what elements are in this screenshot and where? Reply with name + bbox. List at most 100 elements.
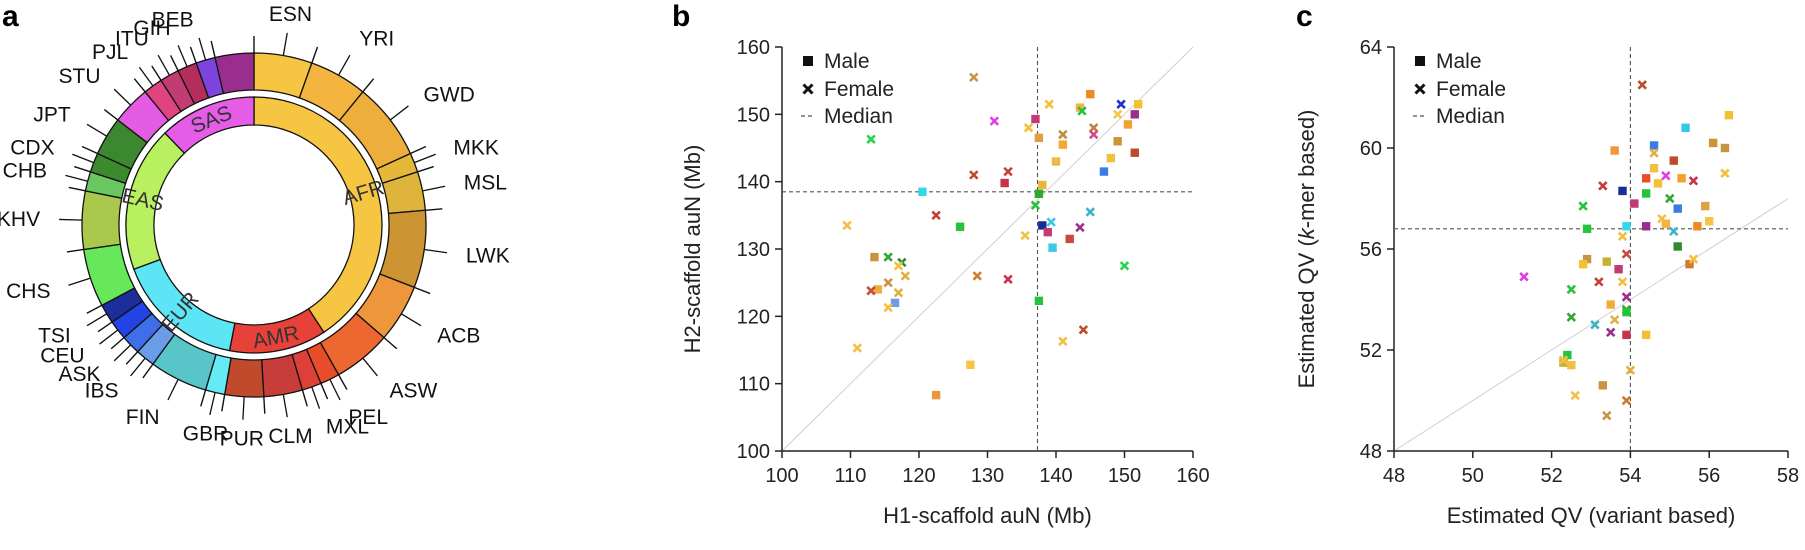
data-point-female	[1621, 249, 1632, 259]
segment-tick	[320, 383, 329, 400]
data-point-female	[1637, 80, 1647, 90]
data-point-female	[1598, 181, 1608, 191]
data-point-male	[1673, 242, 1682, 251]
data-point-female	[1112, 109, 1123, 120]
population-label-ceu: CEU	[40, 345, 84, 368]
y-axis-title-part: k	[1294, 227, 1319, 239]
legend-female-label: Female	[824, 78, 894, 101]
data-point-male	[1649, 164, 1659, 173]
data-point-female	[893, 288, 904, 298]
data-point-male	[1106, 153, 1115, 163]
segment-tick	[417, 165, 434, 173]
x-axis-title: H1-scaffold auN (Mb)	[883, 503, 1092, 528]
label-leader	[72, 153, 94, 164]
data-point-female	[1617, 231, 1628, 242]
segment-tick	[337, 374, 348, 390]
data-point-male	[1123, 120, 1133, 129]
label-leader	[282, 32, 288, 56]
x-tick-label: 110	[835, 465, 867, 487]
segment-tick	[263, 396, 266, 414]
data-point-male	[1567, 360, 1576, 370]
inner-segment-sas	[164, 96, 255, 155]
y-tick-label: 140	[737, 172, 770, 194]
label-leader	[59, 218, 83, 221]
label-leader	[113, 344, 132, 362]
data-point-male	[918, 187, 927, 196]
panel-b-scatter-chart: 100 110 120 130 140 150 160 100 110 120 130 140 150 1…	[680, 37, 1210, 528]
data-point-female	[1075, 222, 1085, 233]
label-leader	[311, 386, 321, 409]
data-point-female	[1566, 284, 1577, 295]
data-point-female	[989, 116, 1000, 126]
data-point-female	[1023, 123, 1034, 133]
data-point-male	[1602, 257, 1611, 266]
data-point-female	[1566, 312, 1577, 322]
data-point-male	[1630, 199, 1639, 208]
x-tick-label: 56	[1698, 465, 1720, 487]
population-label-mxl: MXL	[326, 416, 369, 439]
y-tick-label: 160	[737, 37, 770, 59]
data-point-male	[1606, 300, 1615, 309]
x-tick-label: 150	[1108, 465, 1141, 487]
data-point-female	[1625, 365, 1636, 375]
data-point-male	[1641, 189, 1651, 198]
y-tick-label: 64	[1360, 37, 1382, 59]
population-label-fin: FIN	[126, 406, 160, 429]
population-label-pur: PUR	[220, 428, 264, 451]
data-point-male	[966, 360, 975, 370]
data-point-male	[1038, 180, 1047, 190]
data-point-male	[1559, 358, 1568, 367]
data-point-male	[1598, 381, 1608, 390]
segment-tick	[210, 40, 216, 58]
label-leader	[242, 396, 245, 420]
data-point-male	[1065, 234, 1074, 244]
data-point-female	[1003, 166, 1013, 177]
data-point-female	[1570, 390, 1580, 401]
population-label-acb: ACB	[437, 325, 480, 348]
data-point-female	[1078, 325, 1089, 335]
data-point-male	[1618, 186, 1627, 196]
data-point-female	[883, 277, 893, 288]
y-tick-label: 110	[738, 374, 770, 396]
data-point-male	[1043, 227, 1052, 237]
population-label-ask: ASK	[59, 363, 101, 386]
data-point-male	[1086, 89, 1095, 99]
data-point-female	[1085, 207, 1095, 217]
data-point-female	[1621, 292, 1632, 302]
x-tick-label: 50	[1462, 465, 1484, 487]
data-point-female	[931, 210, 941, 221]
data-point-male	[1622, 307, 1631, 317]
segment-tick	[410, 145, 427, 155]
y-tick-label: 100	[737, 441, 770, 463]
label-leader	[282, 394, 288, 418]
data-point-male	[1681, 123, 1690, 132]
legend-median-label: Median	[824, 105, 893, 128]
data-point-male	[1669, 156, 1678, 165]
data-point-female	[1058, 336, 1068, 346]
population-label-cdx: CDX	[10, 136, 54, 159]
diagonal-line	[1393, 198, 1789, 452]
label-leader	[86, 313, 108, 327]
data-point-male	[1641, 222, 1651, 231]
data-point-male	[1705, 217, 1714, 226]
data-point-male	[1724, 110, 1734, 120]
x-tick-label: 58	[1777, 465, 1799, 487]
population-label-yri: YRI	[359, 28, 394, 51]
data-point-female	[842, 220, 852, 231]
legend-male-marker	[803, 56, 813, 66]
data-point-female	[893, 261, 904, 271]
data-point-male	[870, 252, 879, 262]
panel-letter-c: c	[1296, 0, 1313, 33]
data-point-female	[1621, 395, 1632, 406]
label-leader	[389, 105, 409, 121]
x-tick-label: 140	[1039, 465, 1072, 487]
label-leader	[138, 66, 154, 87]
segment-tick	[425, 208, 443, 211]
data-point-male	[1720, 143, 1730, 153]
x-tick-label: 120	[902, 465, 935, 487]
data-point-male	[1701, 201, 1710, 211]
x-tick-label: 100	[765, 465, 798, 487]
data-point-female	[1077, 106, 1087, 116]
y-axis-title: H2-scaffold auN (Mb)	[680, 145, 705, 354]
data-point-male	[1578, 259, 1588, 269]
